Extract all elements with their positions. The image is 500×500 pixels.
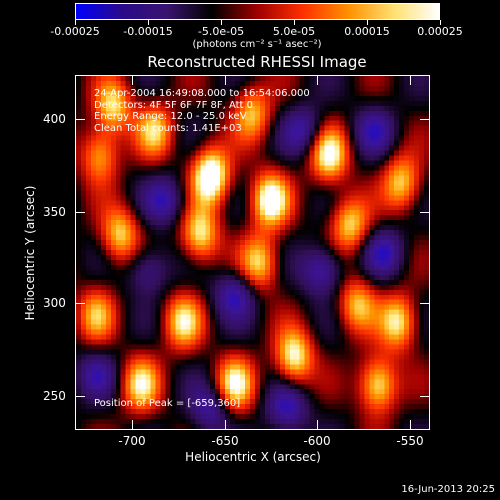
heatmap-image: [76, 76, 429, 429]
image-plot: 24-Apr-2004 16:49:08.000 to 16:54:06.000…: [75, 75, 430, 430]
colorbar-tick-label: -5.0e-05: [197, 25, 245, 38]
colorbar-tick: [366, 20, 368, 25]
x-axis-label: Heliocentric X (arcsec): [185, 450, 321, 464]
colorbar-tick-label: -0.00015: [123, 25, 173, 38]
info-time-range: 24-Apr-2004 16:49:08.000 to 16:54:06.000: [94, 88, 310, 99]
colorbar-units: (photons cm⁻² s⁻¹ asec⁻²): [192, 39, 322, 50]
y-axis-label: Heliocentric Y (arcsec): [23, 185, 37, 321]
axis-tick: [410, 75, 411, 85]
colorbar-tick-label: -0.00025: [50, 25, 100, 38]
colorbar-tick: [220, 20, 222, 25]
axis-tick: [75, 119, 85, 120]
colorbar-tick: [74, 20, 76, 25]
axis-tick: [132, 420, 133, 430]
colorbar-tick-label: 0.00015: [344, 25, 390, 38]
axis-tick: [75, 303, 85, 304]
axis-tick: [410, 420, 411, 430]
axis-tick: [317, 420, 318, 430]
axis-tick: [225, 75, 226, 85]
plot-title: Reconstructed RHESSI Image: [147, 53, 367, 71]
axis-tick: [75, 212, 85, 213]
axis-tick: [420, 396, 430, 397]
y-tick-label: 350: [43, 205, 66, 219]
info-counts: Clean Total counts: 1.41E+03: [94, 122, 242, 134]
x-tick-label: -600: [303, 434, 331, 448]
axis-tick: [225, 420, 226, 430]
axis-tick: [420, 119, 430, 120]
axis-tick: [420, 212, 430, 213]
colorbar-tick: [293, 20, 295, 25]
x-tick-label: -550: [396, 434, 424, 448]
colorbar-tick: [147, 20, 149, 25]
info-detectors: Detectors: 4F 5F 6F 7F 8F, Att 0: [94, 99, 254, 111]
axis-tick: [75, 396, 85, 397]
footer-timestamp: 16-Jun-2013 20:25: [401, 484, 495, 495]
colorbar-tick: [439, 20, 441, 25]
colorbar: [75, 3, 440, 20]
x-tick-label: -650: [211, 434, 239, 448]
colorbar-tick-label: 0.00025: [417, 25, 463, 38]
axis-tick: [317, 75, 318, 85]
y-tick-label: 400: [43, 112, 66, 126]
info-energy-range: Energy Range: 12.0 - 25.0 keV: [94, 111, 247, 122]
x-tick-label: -700: [118, 434, 146, 448]
y-tick-label: 250: [43, 389, 66, 403]
y-tick-label: 300: [43, 296, 66, 310]
peak-position: Position of Peak = [-659,360]: [94, 398, 241, 409]
colorbar-tick-label: 5.0e-05: [272, 25, 316, 38]
axis-tick: [420, 303, 430, 304]
axis-tick: [132, 75, 133, 85]
